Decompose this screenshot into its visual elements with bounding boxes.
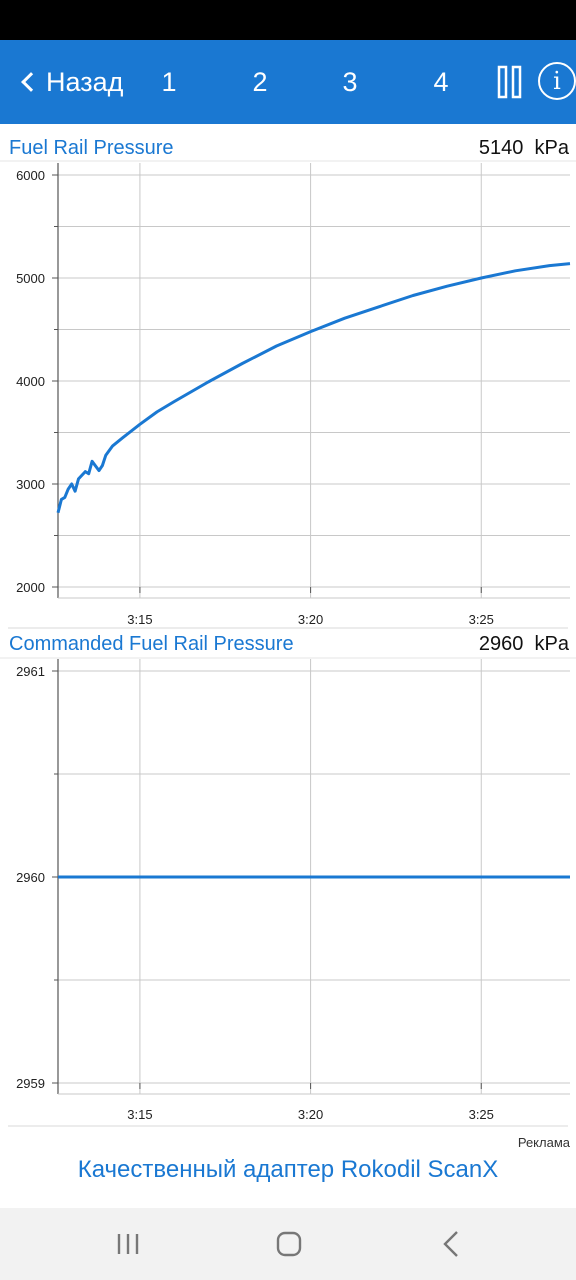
x-tick-label: 3:15 [127,1107,152,1122]
y-tick-label: 6000 [16,168,45,183]
series-line-0 [56,262,571,514]
tab-3[interactable]: 3 [342,66,358,97]
y-tick-label: 5000 [16,271,45,286]
y-tick-label: 3000 [16,477,45,492]
back-button[interactable]: Назад [18,60,123,104]
tab-2[interactable]: 2 [252,66,268,97]
status-bar [0,0,576,40]
x-tick-label: 3:15 [127,612,152,627]
home-icon [276,1231,302,1257]
tab-4[interactable]: 4 [433,66,449,97]
x-tick-label: 3:20 [298,1107,323,1122]
back-nav-icon [443,1231,458,1257]
home-button[interactable] [259,1222,319,1266]
y-tick-label: 2000 [16,580,45,595]
system-nav-bar [0,1208,576,1280]
info-button[interactable]: i [538,62,576,100]
ad-label: Реклама [517,1135,570,1150]
chart-2-value: 2960 kPa [478,633,569,655]
pause-icon [497,65,522,99]
recent-apps-button[interactable] [98,1222,158,1266]
y-tick-label: 4000 [16,374,45,389]
tab-1[interactable]: 1 [161,66,177,97]
info-icon: i [553,67,561,95]
pause-button[interactable] [496,64,526,100]
x-tick-label: 3:25 [469,1107,494,1122]
y-tick-label: 2960 [16,870,45,885]
chart-2-title: Commanded Fuel Rail Pressure [9,633,294,655]
chart-1-title: Fuel Rail Pressure [9,137,174,159]
app-bar: Назад 1 2 3 4 i [0,40,576,124]
x-tick-label: 3:25 [469,612,494,627]
y-tick-label: 2961 [16,664,45,679]
y-tick-label: 2959 [16,1076,45,1091]
back-label: Назад [46,66,124,97]
x-tick-label: 3:20 [298,612,323,627]
recent-apps-icon [117,1234,139,1254]
back-nav-button[interactable] [421,1222,481,1266]
chart-1-value: 5140 kPa [478,137,569,159]
ad-banner-link[interactable]: Качественный адаптер Rokodil ScanX [77,1156,499,1183]
